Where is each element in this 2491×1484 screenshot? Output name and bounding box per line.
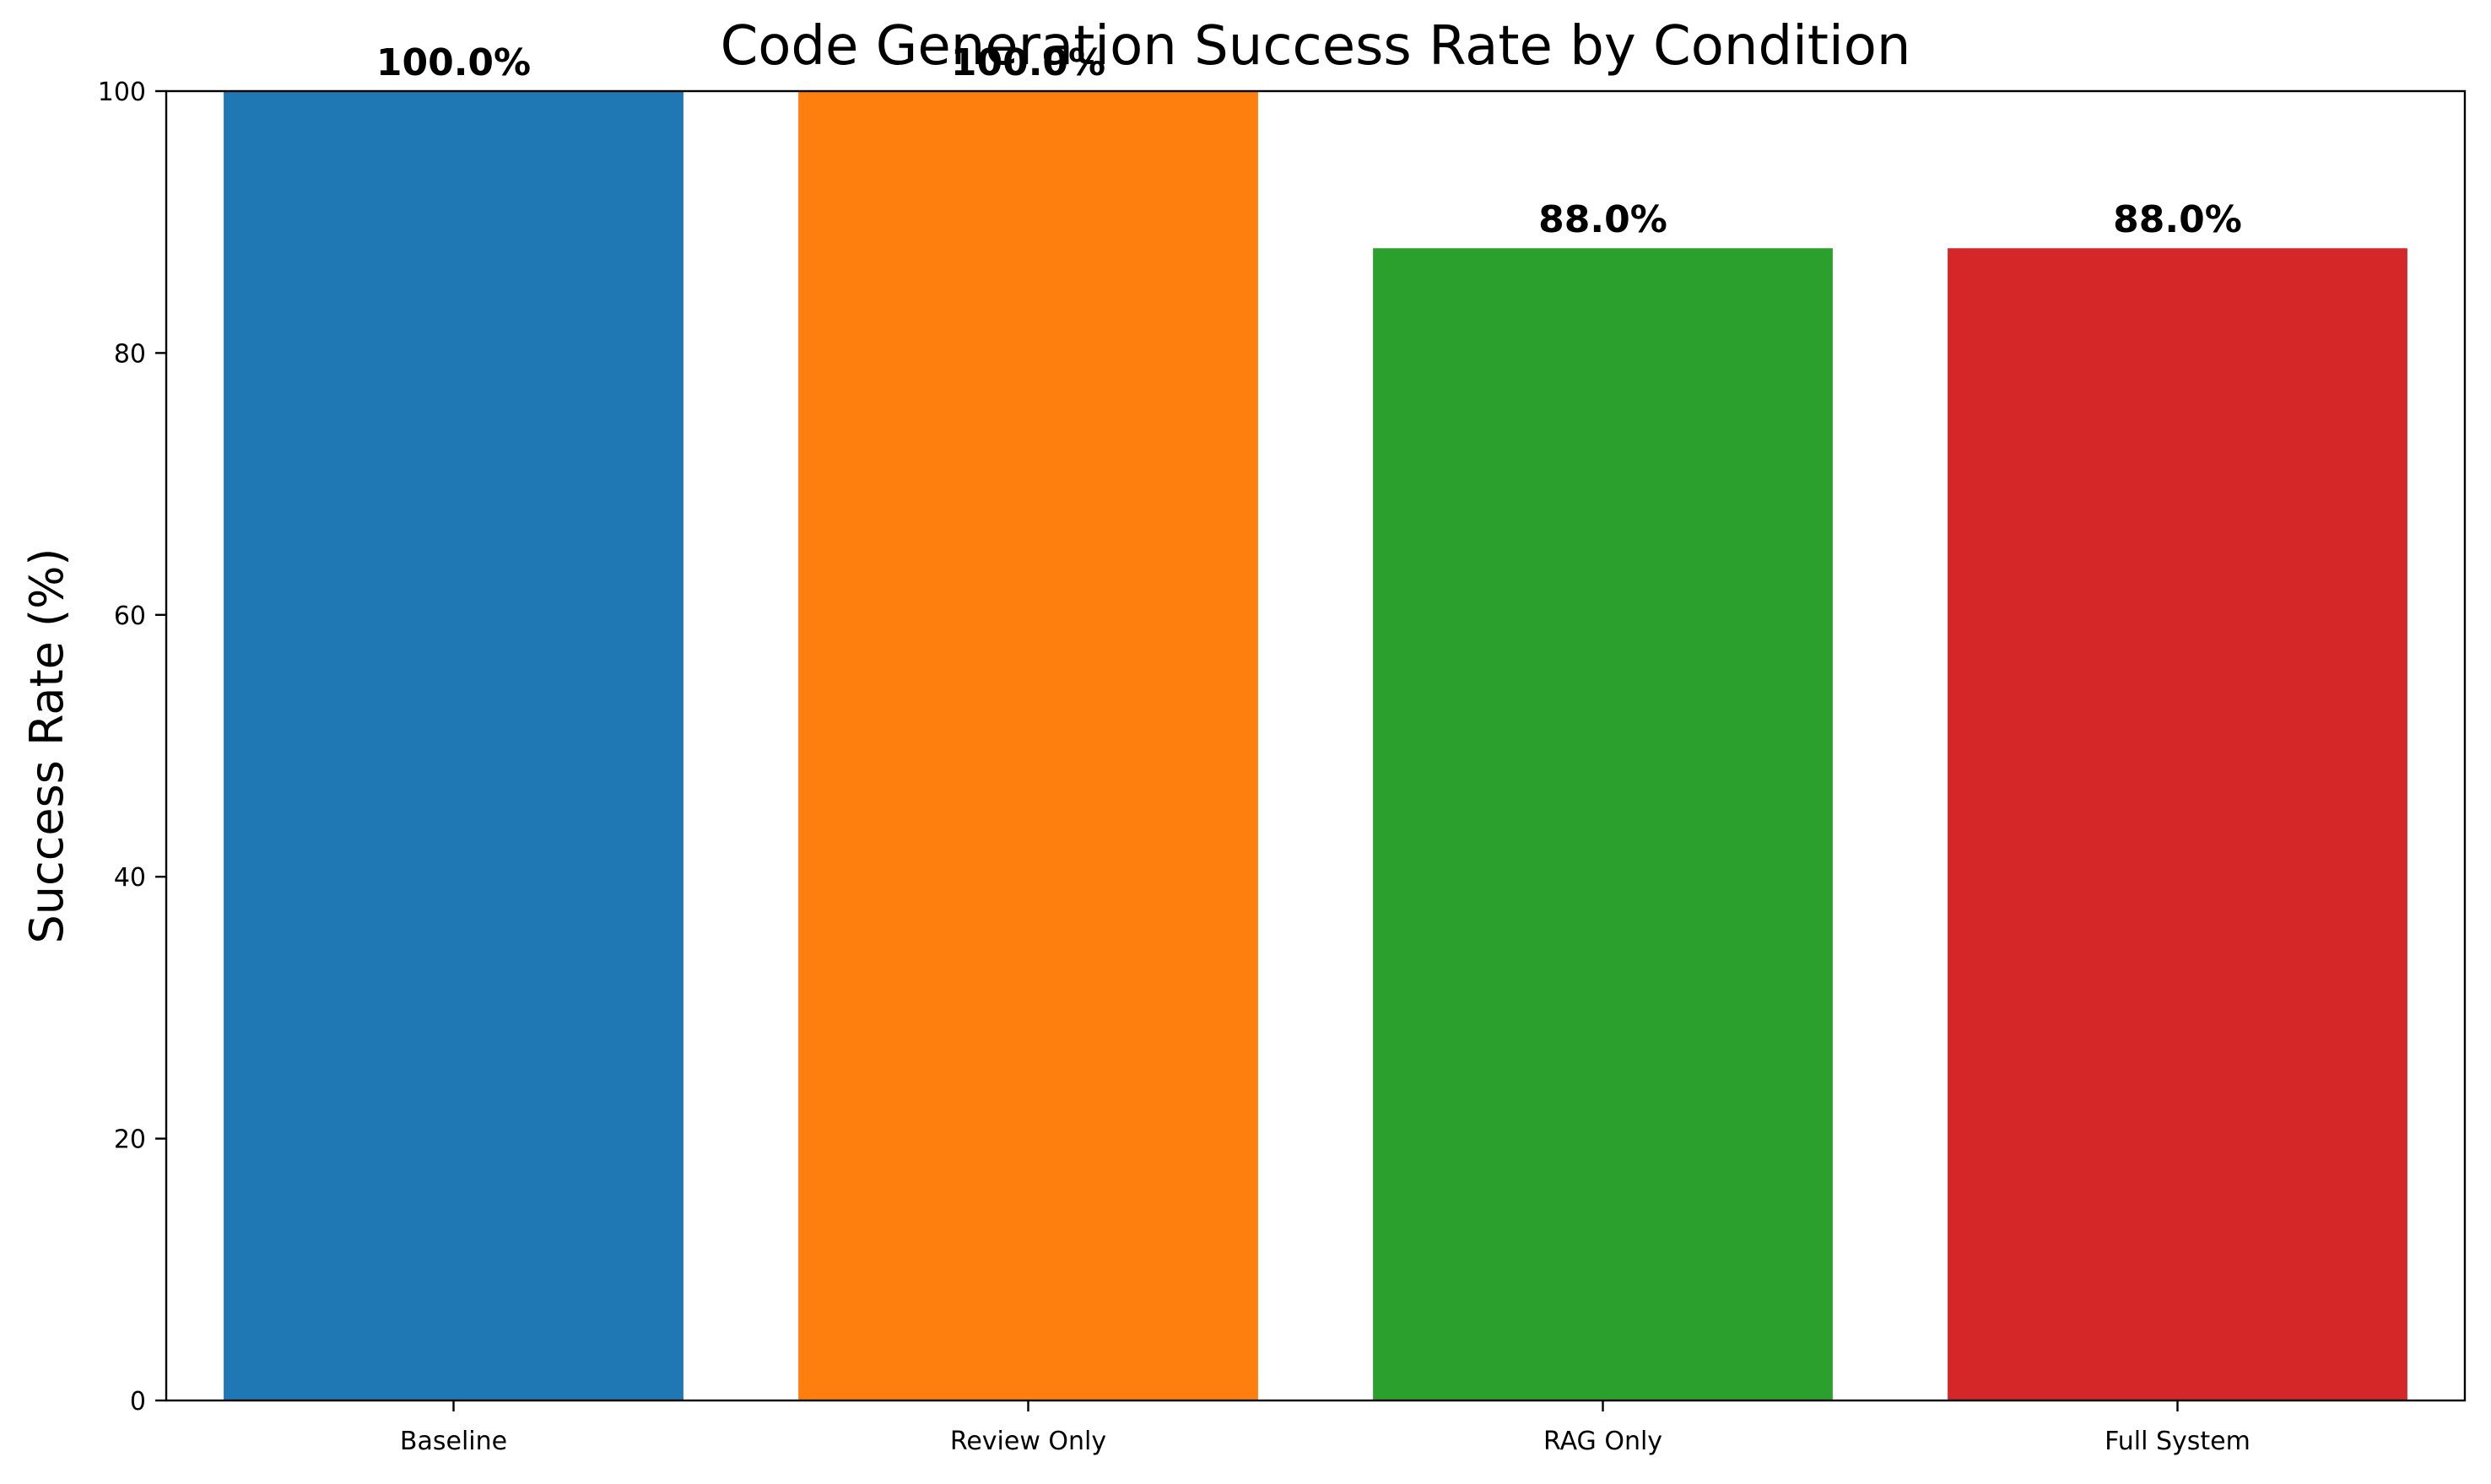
bar-4 (1948, 248, 2407, 1400)
y-tick-label: 20 (114, 1125, 146, 1155)
x-tick-label: RAG Only (1543, 1427, 1662, 1456)
y-tick-label: 40 (114, 863, 146, 893)
y-tick-label: 100 (98, 78, 146, 107)
x-tick-label: Full System (2105, 1427, 2251, 1456)
value-labels: 100.0% 100.0% 88.0% 88.0% (376, 41, 2242, 241)
y-axis-label: Success Rate (%) (20, 548, 73, 944)
y-tick-label: 60 (114, 602, 146, 631)
bar-2 (798, 91, 1258, 1400)
y-tick-label: 80 (114, 339, 146, 369)
y-tick-label: 0 (130, 1387, 146, 1417)
bar-1 (224, 91, 684, 1400)
bar-3 (1373, 248, 1833, 1400)
value-label: 100.0% (376, 41, 531, 84)
value-label: 88.0% (2113, 198, 2242, 241)
value-label: 100.0% (951, 41, 1105, 84)
plot-frame (165, 89, 2467, 1402)
chart-title: Code Generation Success Rate by Conditio… (721, 15, 1911, 78)
x-tick-label: Baseline (400, 1427, 507, 1456)
value-label: 88.0% (1538, 198, 1667, 241)
bars-layer (224, 91, 2407, 1400)
x-tick-label: Review Only (950, 1427, 1106, 1456)
y-axis: 0 20 40 60 80 100 (98, 78, 166, 1417)
x-axis: Baseline Review Only RAG Only Full System (400, 1400, 2251, 1456)
